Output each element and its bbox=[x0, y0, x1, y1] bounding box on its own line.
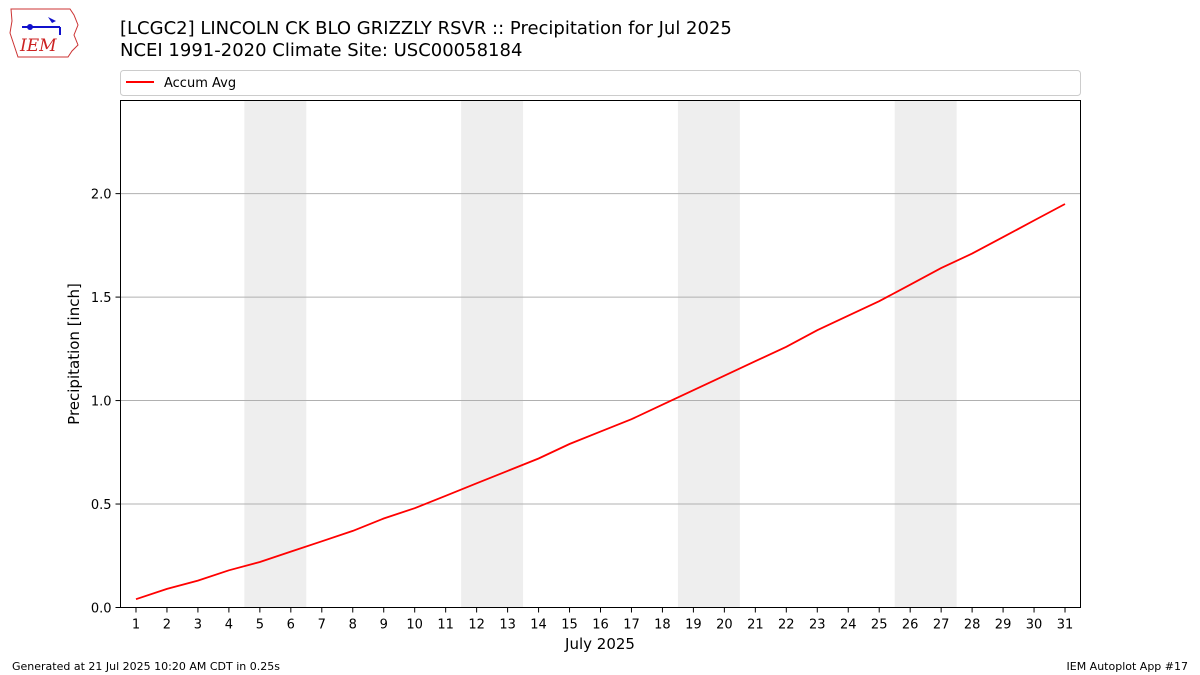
x-tick-label: 27 bbox=[933, 618, 950, 633]
x-tick-label: 29 bbox=[995, 618, 1012, 633]
x-tick-label: 5 bbox=[256, 618, 264, 633]
x-tick-label: 16 bbox=[592, 618, 609, 633]
weekend-band-1 bbox=[461, 100, 524, 608]
x-tick-label: 9 bbox=[380, 618, 388, 633]
x-tick-label: 10 bbox=[406, 618, 423, 633]
x-tick-label: 7 bbox=[318, 618, 326, 633]
weekend-band-2 bbox=[677, 100, 740, 608]
x-tick-label: 11 bbox=[437, 618, 454, 633]
y-tick-label: 2.0 bbox=[91, 188, 112, 203]
x-tick-label: 14 bbox=[530, 618, 547, 633]
chart-subtitle: NCEI 1991-2020 Climate Site: USC00058184 bbox=[120, 40, 523, 61]
x-tick-label: 25 bbox=[871, 618, 888, 633]
plot-frame bbox=[120, 100, 1081, 608]
legend: Accum Avg bbox=[120, 70, 1081, 96]
iem-logo: IEM bbox=[8, 5, 80, 63]
x-tick-label: 31 bbox=[1057, 618, 1074, 633]
x-tick-label: 12 bbox=[468, 618, 485, 633]
x-tick-label: 3 bbox=[194, 618, 202, 633]
x-tick-label: 26 bbox=[902, 618, 919, 633]
x-tick-label: 15 bbox=[561, 618, 578, 633]
x-tick-label: 1 bbox=[132, 618, 140, 633]
x-tick-label: 4 bbox=[225, 618, 233, 633]
generated-timestamp: Generated at 21 Jul 2025 10:20 AM CDT in… bbox=[12, 660, 280, 673]
logo-text: IEM bbox=[19, 36, 57, 56]
legend-label: Accum Avg bbox=[164, 76, 236, 91]
x-tick-label: 6 bbox=[287, 618, 295, 633]
series-line-accum-avg bbox=[135, 203, 1066, 601]
x-tick-label: 13 bbox=[499, 618, 516, 633]
x-axis-label: July 2025 bbox=[564, 635, 635, 653]
y-tick-label: 0.5 bbox=[91, 498, 112, 513]
y-axis-label: Precipitation [inch] bbox=[65, 283, 83, 425]
weekend-band-3 bbox=[894, 100, 957, 608]
x-tick-label: 21 bbox=[747, 618, 764, 633]
y-tick-label: 1.0 bbox=[91, 395, 112, 410]
legend-box bbox=[120, 70, 1081, 96]
x-tick-label: 20 bbox=[716, 618, 733, 633]
x-tick-label: 22 bbox=[778, 618, 795, 633]
x-tick-label: 24 bbox=[840, 618, 857, 633]
app-label: IEM Autoplot App #17 bbox=[1066, 660, 1189, 673]
y-tick-label: 1.5 bbox=[91, 291, 112, 306]
x-tick-label: 2 bbox=[163, 618, 171, 633]
chart-title: [LCGC2] LINCOLN CK BLO GRIZZLY RSVR :: P… bbox=[120, 18, 732, 39]
x-tick-label: 8 bbox=[349, 618, 357, 633]
x-tick-label: 19 bbox=[685, 618, 702, 633]
x-tick-label: 28 bbox=[964, 618, 981, 633]
x-tick-label: 30 bbox=[1026, 618, 1043, 633]
weekend-band-0 bbox=[244, 100, 307, 608]
x-tick-label: 18 bbox=[654, 618, 671, 633]
x-tick-label: 23 bbox=[809, 618, 826, 633]
y-tick-label: 0.0 bbox=[91, 602, 112, 617]
x-tick-label: 17 bbox=[623, 618, 640, 633]
